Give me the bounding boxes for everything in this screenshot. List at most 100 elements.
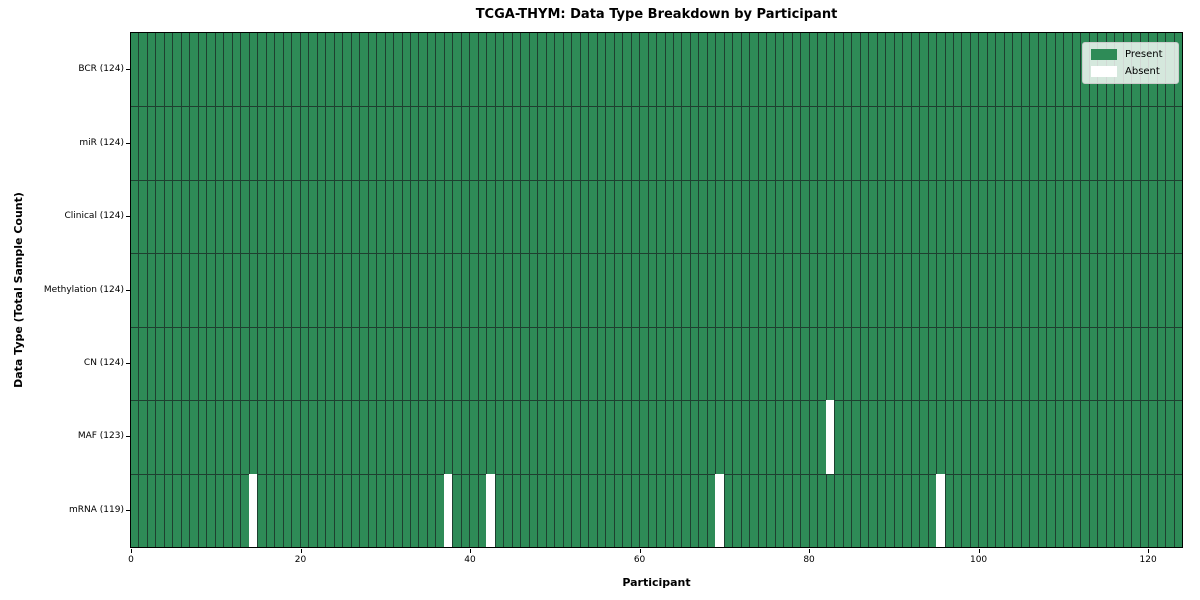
cell-present	[291, 473, 300, 547]
cell-absent	[443, 473, 453, 547]
cell-present	[172, 179, 181, 254]
cell-present	[715, 326, 724, 401]
x-tick-mark	[470, 549, 472, 553]
cell-present	[817, 473, 826, 547]
cell-present	[282, 400, 292, 474]
cell-present	[511, 179, 521, 254]
cell-present	[961, 106, 970, 180]
cell-present	[248, 106, 258, 180]
cell-present	[723, 179, 733, 254]
cell-present	[562, 33, 572, 107]
cell-present	[579, 106, 589, 180]
cell-present	[131, 179, 139, 254]
cell-present	[1029, 473, 1038, 547]
cell-present	[189, 179, 198, 254]
cell-present	[299, 326, 309, 401]
cell-present	[1063, 400, 1072, 474]
cell-present	[282, 33, 292, 107]
cell-present	[859, 253, 869, 327]
cell-present	[1088, 179, 1098, 254]
cell-present	[452, 473, 461, 547]
cell-present	[393, 33, 402, 107]
cell-present	[350, 106, 360, 180]
cell-present	[944, 253, 953, 327]
cell-present	[919, 326, 928, 401]
cell-present	[834, 179, 843, 254]
cell-present	[435, 473, 444, 547]
cell-present	[494, 326, 504, 401]
cell-present	[986, 33, 996, 107]
y-tick-label: miR (124)	[79, 137, 124, 148]
cell-present	[732, 253, 741, 327]
cell-present	[197, 179, 207, 254]
cell-present	[554, 33, 563, 107]
cell-present	[757, 179, 767, 254]
cell-present	[740, 326, 750, 401]
cell-present	[732, 326, 741, 401]
cell-present	[791, 33, 801, 107]
cell-present	[596, 326, 606, 401]
cell-present	[689, 33, 699, 107]
cell-present	[393, 473, 402, 547]
cell-present	[197, 473, 207, 547]
cell-present	[936, 179, 945, 254]
cell-present	[409, 179, 419, 254]
cell-present	[1020, 106, 1030, 180]
cell-present	[673, 326, 682, 401]
cell-present	[834, 400, 843, 474]
cell-present	[163, 473, 173, 547]
cell-present	[1071, 33, 1081, 107]
cell-present	[257, 326, 266, 401]
cell-present	[503, 400, 512, 474]
cell-present	[910, 326, 920, 401]
cell-present	[579, 326, 589, 401]
cell-present	[1097, 473, 1106, 547]
cell-present	[842, 400, 852, 474]
cell-present	[1122, 253, 1132, 327]
cell-present	[316, 179, 326, 254]
cell-present	[206, 400, 215, 474]
cell-present	[180, 473, 190, 547]
cell-present	[214, 473, 224, 547]
cell-present	[325, 253, 334, 327]
cell-present	[936, 253, 945, 327]
cell-present	[172, 326, 181, 401]
cell-present	[622, 400, 631, 474]
cell-present	[927, 326, 937, 401]
cell-present	[927, 179, 937, 254]
cell-present	[282, 179, 292, 254]
cell-present	[155, 179, 164, 254]
cell-present	[571, 473, 580, 547]
cell-present	[613, 253, 623, 327]
cell-present	[1156, 106, 1166, 180]
y-tick-mark	[126, 436, 130, 438]
cell-present	[961, 179, 970, 254]
cell-present	[1114, 179, 1123, 254]
legend-swatch-absent	[1091, 66, 1117, 77]
cell-present	[1063, 326, 1072, 401]
cell-present	[418, 326, 427, 401]
cell-present	[622, 179, 631, 254]
cell-present	[240, 253, 249, 327]
cell-present	[673, 33, 682, 107]
cell-present	[588, 106, 597, 180]
cell-present	[808, 473, 818, 547]
cell-present	[223, 473, 232, 547]
cell-present	[274, 326, 283, 401]
cell-present	[868, 179, 877, 254]
cell-present	[131, 106, 139, 180]
cell-present	[791, 400, 801, 474]
cell-present	[944, 106, 953, 180]
cell-present	[1173, 473, 1183, 547]
cell-present	[231, 106, 241, 180]
cell-present	[851, 400, 860, 474]
cell-present	[698, 400, 707, 474]
cell-present	[248, 253, 258, 327]
cell-present	[214, 33, 224, 107]
cell-present	[325, 179, 334, 254]
cell-present	[664, 253, 673, 327]
cell-present	[715, 33, 724, 107]
cell-present	[1029, 179, 1038, 254]
cell-present	[605, 106, 614, 180]
cell-present	[146, 253, 156, 327]
